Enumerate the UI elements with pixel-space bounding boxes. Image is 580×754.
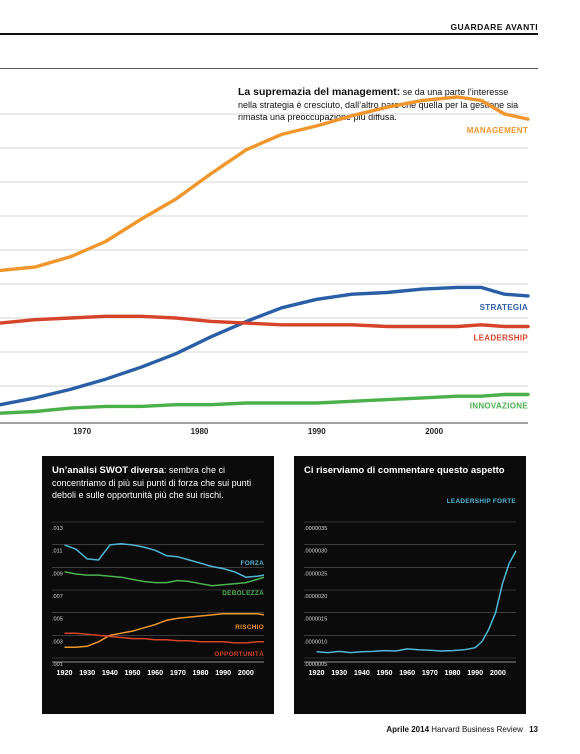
- footer-date: Aprile 2014: [386, 725, 430, 734]
- y-tick-label: .0000015: [304, 617, 327, 623]
- x-tick-label: 2000: [238, 668, 254, 677]
- series-label-management: MANAGEMENT: [467, 126, 528, 135]
- x-tick-label: 2000: [425, 427, 443, 436]
- y-tick-label: .0000010: [304, 639, 327, 645]
- top-rule: [0, 33, 538, 35]
- series-line-forza: [64, 543, 265, 578]
- y-tick-label: .011: [52, 549, 62, 555]
- x-tick-label: 1920: [57, 668, 73, 677]
- footer-page: 13: [529, 725, 538, 734]
- page-footer: Aprile 2014 Harvard Business Review 13: [386, 725, 538, 734]
- x-tick-label: 1990: [215, 668, 231, 677]
- x-tick-label: 1940: [354, 668, 370, 677]
- x-tick-label: 1950: [377, 668, 393, 677]
- section-label: GUARDARE AVANTI: [450, 22, 538, 32]
- x-tick-label: 1930: [331, 668, 347, 677]
- y-tick-label: .0000025: [304, 571, 327, 577]
- leadership-panel-title: Ci riserviamo di commentare questo aspet…: [304, 464, 516, 477]
- y-tick-label: .013: [52, 526, 63, 532]
- x-tick-label: 1970: [170, 668, 186, 677]
- x-tick-label: 1980: [445, 668, 461, 677]
- y-tick-label: .009: [52, 571, 63, 577]
- series-line-innovazione: [0, 392, 530, 415]
- y-tick-label: .0000005: [304, 662, 327, 668]
- x-tick-label: 1960: [399, 668, 415, 677]
- swot-title-text: : sembra che ci concentriamo di più sui …: [52, 465, 252, 500]
- x-tick-label: 2000: [490, 668, 506, 677]
- leadership-title: Ci riserviamo di commentare questo aspet…: [304, 465, 505, 476]
- y-tick-label: .0000035: [304, 526, 327, 532]
- series-label-strategia: STRATEGIA: [480, 303, 528, 312]
- x-tick-label: 1920: [309, 668, 325, 677]
- leadership-panel: Ci riserviamo di commentare questo aspet…: [294, 456, 526, 714]
- x-tick-label: 1980: [191, 427, 209, 436]
- series-label-leadership: LEADERSHIP: [473, 334, 528, 343]
- chart-top-rule: [0, 68, 538, 69]
- x-tick-label: 1930: [79, 668, 95, 677]
- caption-text: se da una parte l’interesse nella strate…: [238, 87, 519, 122]
- main-line-chart: 1970 1980 1990 2000 MANAGEMENT STRATEGIA LEADE…: [0, 95, 530, 436]
- swot-title-bold: Un’analisi SWOT diversa: [52, 465, 164, 476]
- series-line-debolezza: [64, 571, 265, 587]
- series-line-leadership: [0, 314, 530, 329]
- x-tick-label: 1990: [467, 668, 483, 677]
- y-tick-label: .005: [52, 617, 63, 623]
- x-tick-label: 1980: [193, 668, 209, 677]
- series-label-leadership-forte: LEADERSHIP FORTE: [447, 498, 517, 505]
- y-tick-label: .007: [52, 594, 63, 600]
- swot-panel-title: Un’analisi SWOT diversa: sembra che ci c…: [52, 464, 264, 501]
- y-tick-label: .0000020: [304, 594, 327, 600]
- x-tick-label: 1970: [422, 668, 438, 677]
- x-tick-label: 1970: [73, 427, 91, 436]
- series-line-strategia: [0, 285, 530, 407]
- series-label-debolezza: DEBOLEZZA: [222, 590, 264, 597]
- x-tick-label: 1940: [102, 668, 118, 677]
- footer-magazine: Harvard Business Review: [431, 725, 523, 734]
- series-label-innovazione: INNOVAZIONE: [470, 402, 529, 411]
- x-tick-label: 1990: [308, 427, 326, 436]
- leadership-line-chart: .0000035 .0000030 .0000025 .0000020 .0000015…: [304, 498, 517, 677]
- series-line-rischio: [64, 613, 265, 648]
- y-tick-label: .0000030: [304, 549, 327, 555]
- x-tick-label: 1950: [125, 668, 141, 677]
- series-label-rischio: RISCHIO: [235, 624, 264, 631]
- series-line-leadership-forte: [316, 550, 517, 654]
- series-label-opportunita: OPPORTUNITÀ: [214, 649, 264, 658]
- y-tick-label: .003: [52, 639, 63, 645]
- series-label-forza: FORZA: [240, 560, 264, 567]
- series-line-opportunita: [64, 632, 264, 644]
- swot-panel: Un’analisi SWOT diversa: sembra che ci c…: [42, 456, 274, 714]
- main-chart-caption: La supremazia del management: se da una …: [238, 86, 528, 124]
- x-tick-label: 1960: [147, 668, 163, 677]
- caption-bold: La supremazia del management:: [238, 86, 401, 98]
- series-line-management: [0, 95, 530, 273]
- y-tick-label: .001: [52, 662, 63, 668]
